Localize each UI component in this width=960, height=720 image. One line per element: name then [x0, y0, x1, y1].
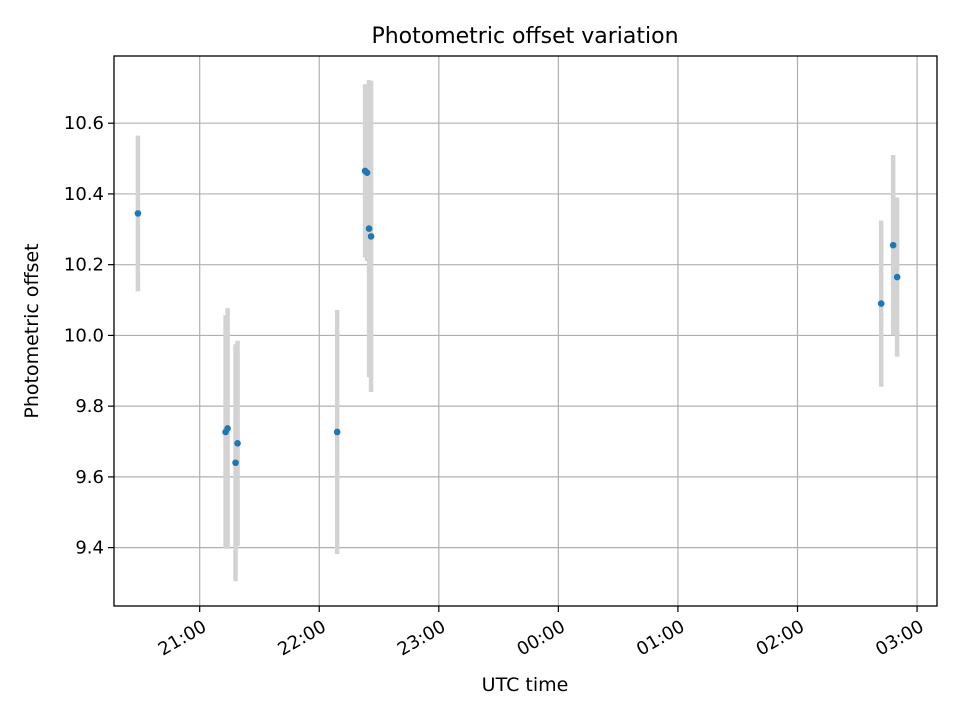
data-point — [333, 428, 341, 436]
y-axis-ticks: 9.4 9.6 9.8 10.0 10.2 10.4 10.6 — [64, 113, 114, 559]
data-point — [234, 439, 241, 447]
data-point — [877, 300, 885, 307]
data-point — [365, 225, 373, 232]
y-tick-label: 10.0 — [64, 325, 104, 346]
y-tick-label: 9.8 — [75, 396, 104, 417]
data-point — [224, 425, 231, 432]
grid — [114, 56, 937, 606]
chart-title: Photometric offset variation — [371, 24, 678, 49]
plot-frame — [113, 55, 938, 607]
y-axis-title: Photometric offset — [21, 243, 43, 418]
data-points — [134, 167, 901, 467]
data-point — [363, 169, 371, 177]
y-tick-label: 9.4 — [75, 538, 104, 559]
x-axis-title: UTC time — [482, 674, 569, 696]
data-point — [134, 210, 142, 217]
data-point — [889, 241, 897, 249]
y-tick-label: 10.6 — [64, 113, 104, 134]
y-tick-label: 10.2 — [64, 255, 104, 276]
data-point — [893, 273, 901, 281]
data-point — [367, 233, 375, 240]
y-tick-label: 9.6 — [75, 467, 104, 488]
y-tick-label: 10.4 — [64, 184, 104, 205]
data-point — [232, 459, 239, 467]
